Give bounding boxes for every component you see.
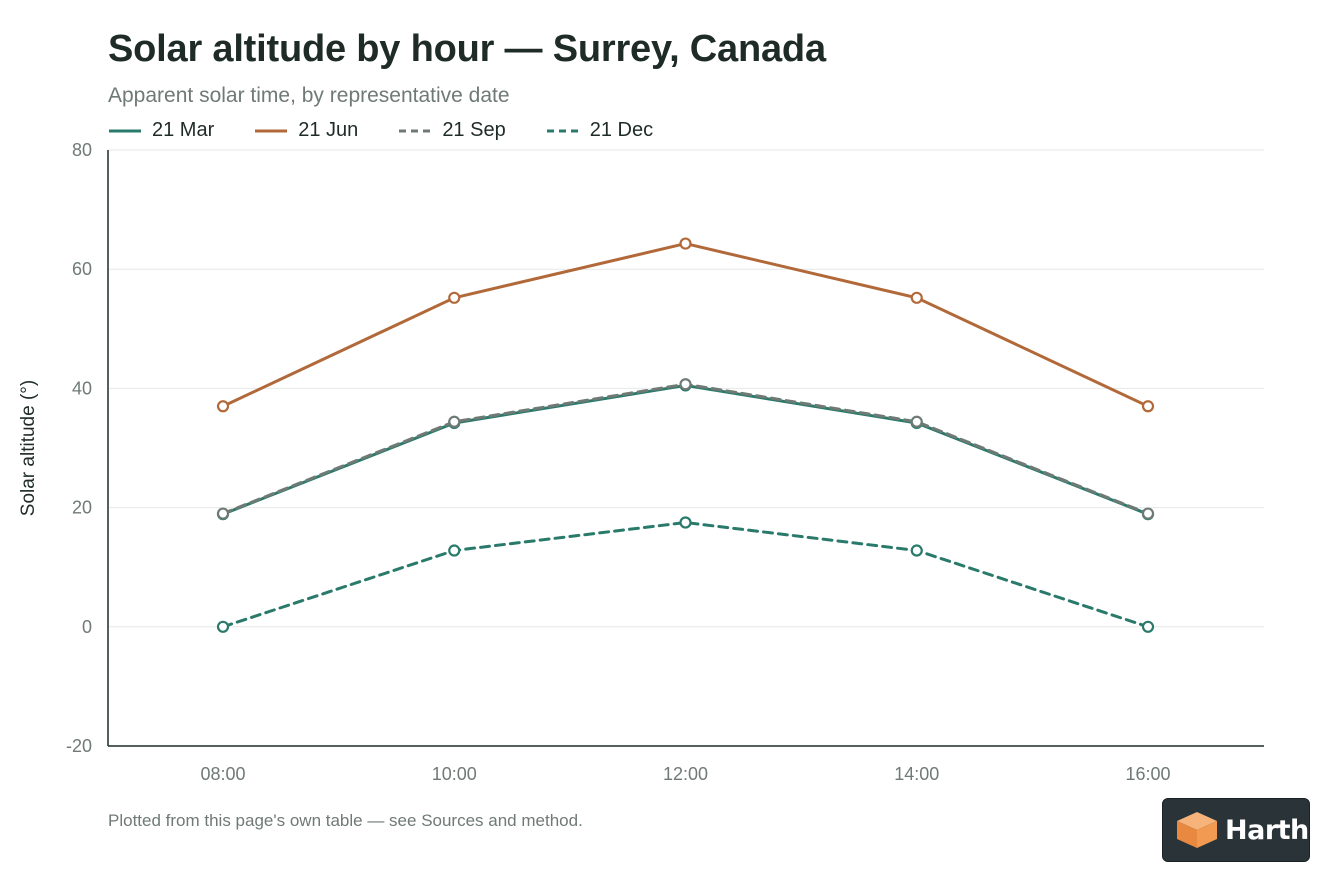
legend-item: 21 Sep (398, 119, 506, 142)
y-tick-label: 60 (72, 259, 92, 279)
data-point (910, 415, 923, 428)
data-point (679, 378, 692, 391)
y-tick-label: 0 (82, 617, 92, 637)
y-tick-label: 20 (72, 498, 92, 518)
data-point (216, 400, 230, 413)
legend-swatch (546, 129, 579, 132)
data-point (910, 544, 923, 557)
data-point (1141, 400, 1155, 413)
legend-swatch (109, 129, 141, 132)
data-point (1141, 507, 1155, 520)
y-tick-label: 80 (72, 140, 92, 160)
data-point (216, 620, 230, 633)
legend-swatch (255, 129, 288, 132)
legend-label: 21 Mar (152, 119, 215, 141)
chart-footnote: Plotted from this page's own table — see… (108, 811, 583, 830)
data-point (448, 415, 461, 428)
y-tick-label: 40 (72, 378, 92, 398)
y-tick-label: -20 (66, 736, 92, 756)
chart-legend: 21 Mar 21 Jun 21 Sep 21 Dec (108, 119, 693, 142)
x-tick-label: 08:00 (200, 764, 245, 784)
x-tick-label: 10:00 (432, 764, 477, 784)
series-line-21-sep (221, 382, 1150, 516)
x-tick-label: 14:00 (894, 764, 939, 784)
legend-item: 21 Jun (254, 119, 358, 142)
data-point (448, 291, 461, 304)
chart-title: Solar altitude by hour — Surrey, Canada (108, 28, 826, 70)
data-point (216, 507, 230, 520)
legend-label: 21 Dec (589, 119, 654, 141)
x-tick-label: 12:00 (663, 764, 708, 784)
legend-label: 21 Sep (442, 119, 506, 141)
line-chart: -20 0 20 40 60 80 08:00 10:00 12:00 14:00 16:00 Sol… (18, 140, 1264, 784)
brand-name: Harth (1225, 814, 1309, 846)
cube-logo-icon (1177, 812, 1217, 848)
series-line-21-dec (221, 521, 1150, 629)
legend-item: 21 Mar (108, 119, 214, 142)
x-tick-label: 16:00 (1125, 764, 1170, 784)
legend-swatch (399, 129, 432, 132)
data-point (679, 516, 692, 529)
legend-label: 21 Jun (298, 119, 359, 141)
data-point (910, 291, 923, 304)
y-axis-title: Solar altitude (°) (18, 380, 39, 516)
data-point (679, 237, 692, 250)
legend-item: 21 Dec (546, 119, 653, 142)
data-point (1141, 620, 1155, 633)
series-line-21-mar (221, 383, 1150, 516)
data-point (448, 544, 461, 557)
chart-subtitle: Apparent solar time, by representative d… (108, 84, 510, 107)
brand-badge[interactable]: Harth (1162, 798, 1310, 862)
